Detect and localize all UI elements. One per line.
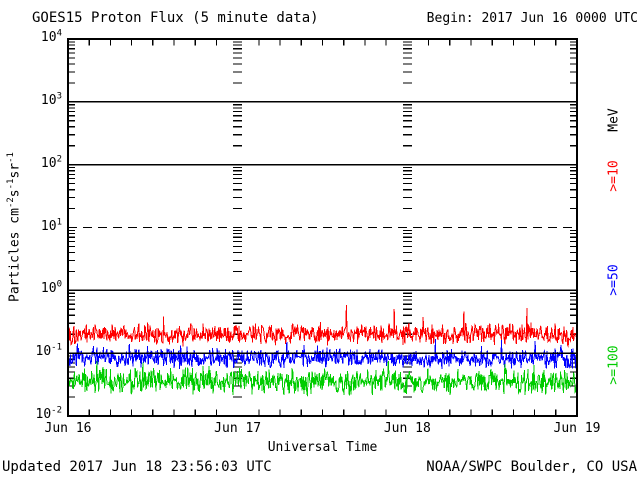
y-tick-label: 10-2: [35, 405, 63, 422]
x-tick-label: Jun 17: [214, 421, 262, 436]
y-tick-label: 101: [40, 217, 62, 234]
x-tick-label: Jun 16: [44, 421, 92, 436]
x-tick-label: Jun 19: [553, 421, 601, 436]
superscript: 2: [56, 154, 62, 165]
x-tick-label: Jun 18: [383, 421, 431, 436]
x-axis-title: Universal Time: [267, 440, 378, 455]
plot-frame: [67, 38, 578, 417]
y-tick-label: 104: [40, 28, 62, 45]
superscript: -1: [51, 342, 62, 353]
y-tick-label: 103: [40, 91, 62, 108]
source-attribution: NOAA/SWPC Boulder, CO USA: [426, 459, 637, 475]
series-line-2: [67, 360, 578, 397]
legend-entry-ge100: >=100: [606, 345, 622, 385]
chart-title: GOES15 Proton Flux (5 minute data): [32, 10, 319, 26]
series-line-0: [67, 305, 578, 348]
y-tick-label: 10-1: [35, 342, 63, 360]
axis-ticks: [68, 39, 577, 416]
decade-gridlines: [68, 101, 577, 354]
legend-entry-ge50: >=50: [606, 264, 622, 296]
legend-unit-label: MeV: [606, 108, 622, 132]
superscript: -2: [51, 405, 62, 416]
y-tick-label: 102: [40, 154, 62, 171]
begin-timestamp: Begin: 2017 Jun 16 0000 UTC: [426, 11, 638, 26]
superscript: 4: [56, 28, 62, 39]
legend-entry-ge10: >=10: [606, 160, 622, 192]
y-tick-label: 100: [40, 280, 62, 297]
series-line-1: [67, 339, 578, 370]
superscript: 1: [56, 217, 62, 228]
updated-timestamp: Updated 2017 Jun 18 23:56:03 UTC: [2, 459, 272, 475]
superscript: 0: [56, 280, 62, 290]
superscript: 3: [56, 91, 62, 102]
